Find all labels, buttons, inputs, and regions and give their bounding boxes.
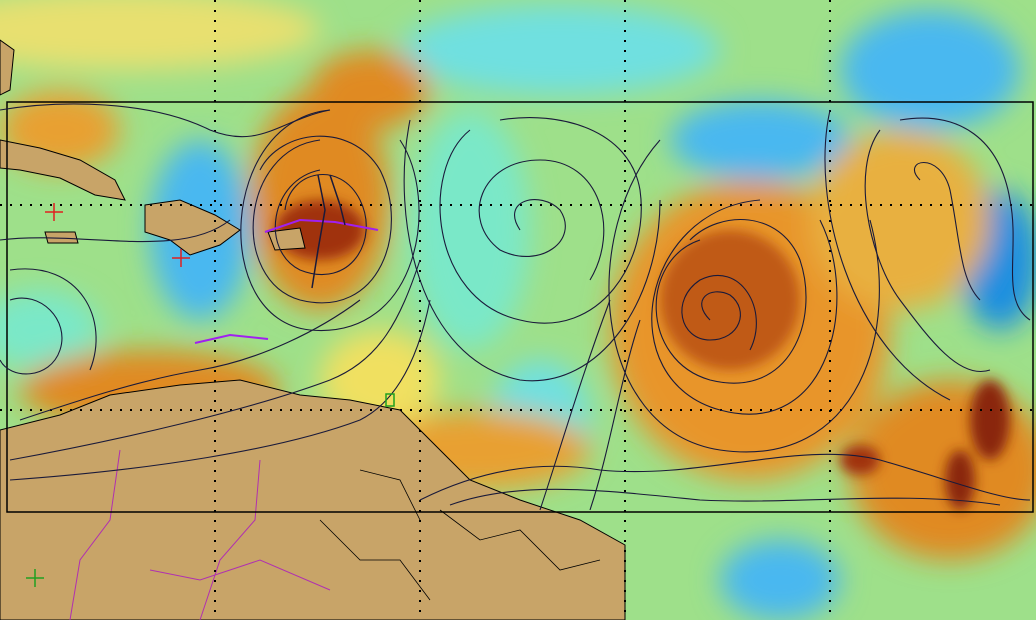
marker-cross-icon [172,249,190,267]
cuba-island [0,139,126,201]
location-markers [45,203,190,267]
storm-tracks [194,218,379,344]
domain-box [6,101,1034,513]
marker-cross-icon [26,569,44,587]
marker-cross-icon [45,203,63,221]
jamaica-island [44,231,79,244]
streamlines [0,103,1031,511]
south-america-landmass [0,379,626,620]
puerto-rico-island [267,227,306,251]
storm-track-dark [311,174,346,289]
land [0,39,626,620]
florida-tip [0,39,15,96]
state-borders [319,469,601,601]
station-marker [385,393,395,407]
country-borders [69,449,331,620]
